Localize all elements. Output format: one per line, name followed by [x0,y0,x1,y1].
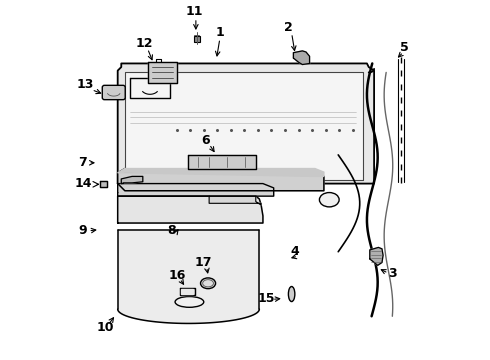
Polygon shape [118,184,274,196]
Ellipse shape [203,280,214,287]
Polygon shape [100,181,107,187]
Polygon shape [188,155,256,169]
Polygon shape [118,63,374,184]
Text: 17: 17 [195,256,213,269]
Text: 14: 14 [74,177,92,190]
Polygon shape [118,196,263,223]
Polygon shape [118,168,324,176]
Ellipse shape [289,287,295,302]
Polygon shape [122,176,143,184]
Text: 2: 2 [284,21,293,34]
FancyBboxPatch shape [102,85,125,100]
Ellipse shape [319,193,339,207]
Polygon shape [181,289,194,294]
Polygon shape [118,230,259,323]
Polygon shape [294,51,310,64]
Text: 15: 15 [258,292,275,305]
Text: 7: 7 [78,156,87,168]
Text: 10: 10 [97,320,114,333]
Text: 4: 4 [291,245,299,258]
Polygon shape [180,288,195,295]
Polygon shape [209,196,261,205]
Text: 8: 8 [167,224,176,237]
Ellipse shape [200,278,216,289]
Text: 13: 13 [77,78,94,91]
Ellipse shape [175,297,204,307]
Text: 9: 9 [78,224,87,237]
Polygon shape [370,247,383,265]
Polygon shape [125,72,364,180]
Text: 16: 16 [168,269,186,282]
Polygon shape [118,168,324,191]
Text: 6: 6 [201,134,210,147]
Text: 5: 5 [400,41,409,54]
Text: 12: 12 [136,37,153,50]
Text: 11: 11 [186,5,203,18]
Text: 1: 1 [216,27,224,40]
Polygon shape [148,62,177,83]
Text: 3: 3 [388,267,396,280]
